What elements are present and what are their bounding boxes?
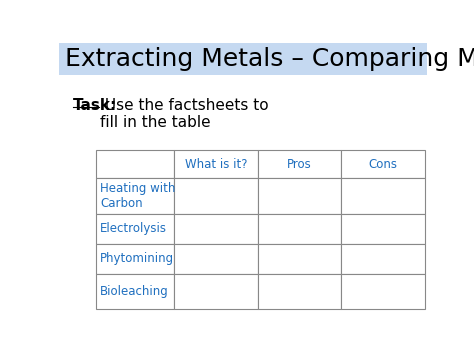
Text: Pros: Pros (287, 158, 312, 171)
Bar (96, 274, 174, 309)
Bar (341, 214, 425, 244)
Bar (341, 178, 425, 214)
Text: Extracting Metals – Comparing Methods: Extracting Metals – Comparing Methods (65, 47, 474, 71)
Bar (258, 178, 341, 214)
Bar (258, 214, 341, 244)
Text: Task:: Task: (73, 98, 118, 113)
Bar (174, 274, 258, 309)
Bar (341, 151, 425, 178)
Text: What is it?: What is it? (184, 158, 247, 171)
Bar (174, 151, 258, 178)
Text: Heating with
Carbon: Heating with Carbon (100, 182, 176, 210)
Bar (174, 244, 258, 274)
Text: Cons: Cons (369, 158, 398, 171)
Text: Electrolysis: Electrolysis (100, 223, 167, 235)
Bar (341, 244, 425, 274)
Bar (341, 274, 425, 309)
Text: Use the factsheets to
fill in the table: Use the factsheets to fill in the table (100, 98, 268, 130)
Bar (96, 214, 174, 244)
Text: Bioleaching: Bioleaching (100, 285, 169, 298)
Bar (258, 274, 341, 309)
Bar (96, 151, 174, 178)
Bar (174, 178, 258, 214)
Bar (258, 244, 341, 274)
Bar (96, 178, 174, 214)
Bar (174, 214, 258, 244)
Bar (59, 43, 427, 75)
Bar (96, 244, 174, 274)
Text: Phytomining: Phytomining (100, 252, 174, 266)
Bar (258, 151, 341, 178)
